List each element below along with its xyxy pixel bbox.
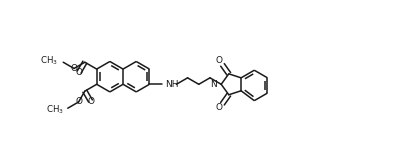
Text: NH: NH bbox=[166, 80, 179, 89]
Text: N: N bbox=[210, 80, 217, 89]
Text: O: O bbox=[71, 64, 78, 73]
Text: O: O bbox=[215, 56, 223, 66]
Text: O: O bbox=[88, 96, 95, 105]
Text: CH$_3$: CH$_3$ bbox=[46, 104, 64, 116]
Text: O: O bbox=[75, 68, 82, 77]
Text: O: O bbox=[75, 97, 82, 106]
Text: CH$_3$: CH$_3$ bbox=[40, 54, 59, 67]
Text: O: O bbox=[215, 103, 223, 112]
